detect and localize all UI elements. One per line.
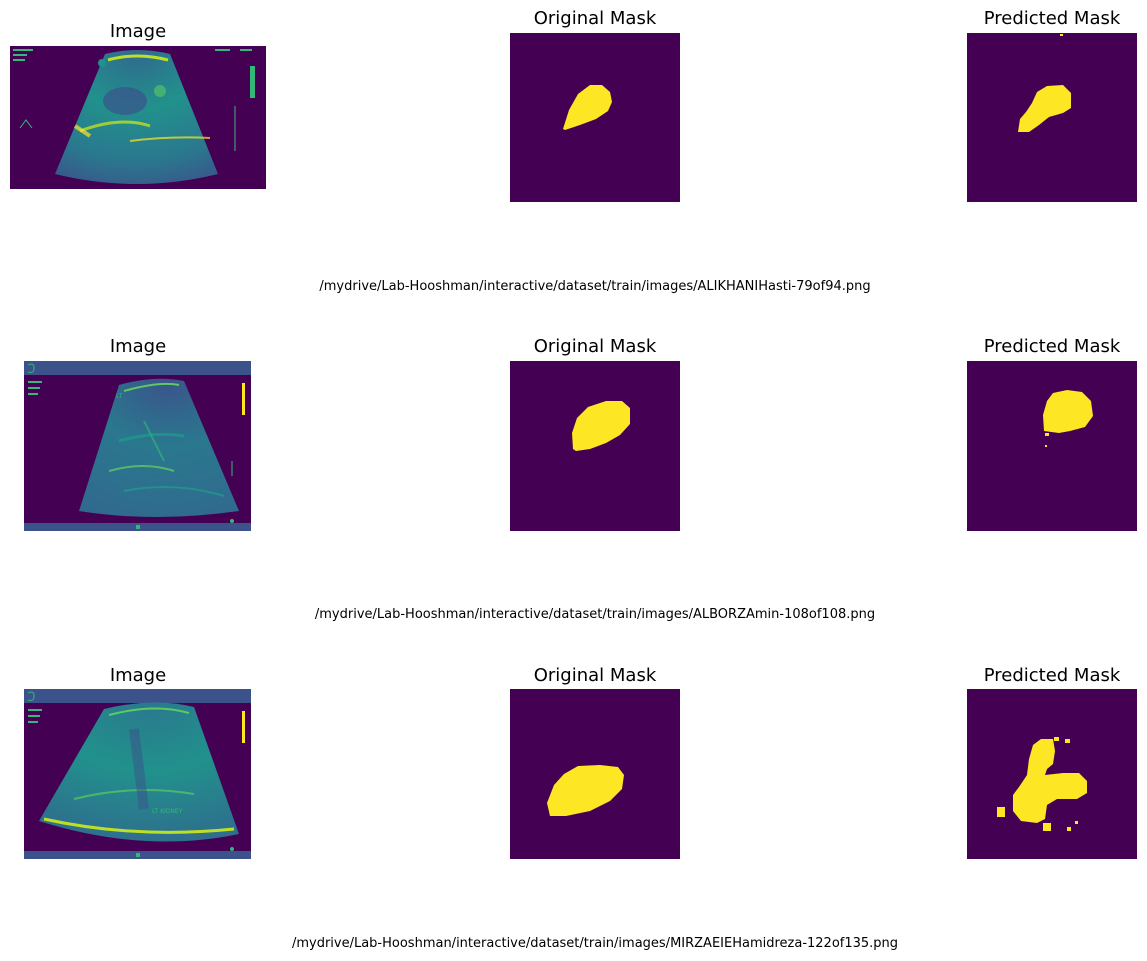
row3-predicted-mask-title: Predicted Mask xyxy=(983,665,1121,686)
row2-scan-label: LT xyxy=(116,393,123,400)
row2-predicted-mask-title: Predicted Mask xyxy=(983,336,1121,357)
row2-image-path: /mydrive/Lab-Hooshman/interactive/datase… xyxy=(314,607,876,622)
row1-predicted-mask xyxy=(967,33,1137,202)
row2-original-mask xyxy=(510,361,680,531)
row3-image-path: /mydrive/Lab-Hooshman/interactive/datase… xyxy=(291,936,899,951)
row3-ultrasound-image: LT KIDNEY xyxy=(24,689,251,859)
row1-image-path: /mydrive/Lab-Hooshman/interactive/datase… xyxy=(319,279,871,294)
row2-ultrasound-image: LT xyxy=(24,361,251,531)
row1-image-title: Image xyxy=(109,21,167,42)
row3-original-mask xyxy=(510,689,680,859)
row1-original-mask-title: Original Mask xyxy=(533,8,657,29)
row1-original-mask xyxy=(510,33,680,202)
row3-original-mask-title: Original Mask xyxy=(533,665,657,686)
row2-image-title: Image xyxy=(109,336,167,357)
row3-predicted-mask xyxy=(967,689,1137,859)
row1-predicted-mask-title: Predicted Mask xyxy=(983,8,1121,29)
row1-ultrasound-image xyxy=(10,46,266,189)
row2-original-mask-title: Original Mask xyxy=(533,336,657,357)
row3-image-title: Image xyxy=(109,665,167,686)
row3-scan-label: LT KIDNEY xyxy=(152,808,183,815)
row2-predicted-mask xyxy=(967,361,1137,531)
